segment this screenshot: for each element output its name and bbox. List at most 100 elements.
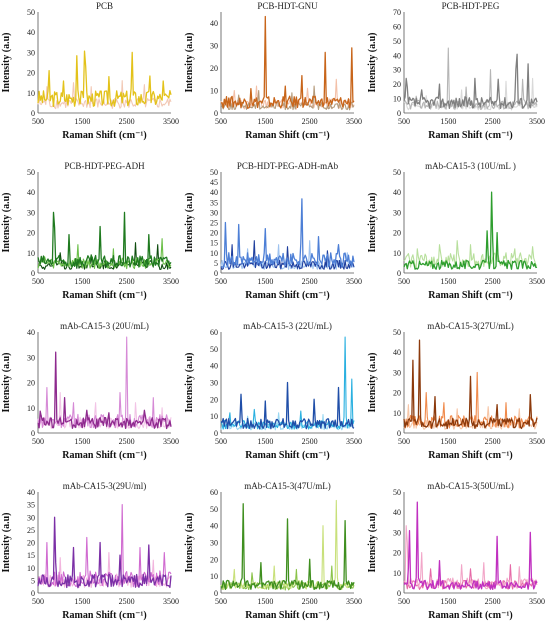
x-tick-label: 1500 (74, 277, 90, 286)
x-tick-label: 2500 (485, 117, 501, 126)
y-tick-label: 10 (393, 249, 401, 258)
series-line (403, 53, 538, 110)
x-tick-label: 500 (215, 437, 227, 446)
x-tick-label: 3500 (346, 597, 362, 606)
y-tick-label: 20 (393, 389, 401, 398)
x-tick-label: 500 (215, 277, 227, 286)
chart-svg: PCB-HDT-PEG 0 10 20 30 40 50 60 70 500 1500 2500 350… (367, 1, 545, 141)
series-line (403, 77, 538, 111)
y-tick-label: 50 (393, 168, 401, 177)
y-tick-label: 10 (210, 87, 218, 96)
y-tick-label: 60 (393, 22, 401, 31)
chart-title: PCB (96, 1, 113, 11)
chart-svg: mAb-CA15-3 (20U/mL) 0 10 20 30 40 500 1500 2500 3… (1, 321, 179, 461)
x-tick-label: 2500 (485, 277, 501, 286)
x-tick-label: 500 (398, 437, 410, 446)
y-tick-label: 10 (27, 404, 35, 413)
y-tick-label: 20 (393, 80, 401, 89)
y-tick-label: 20 (27, 539, 35, 548)
x-axis-label: Raman Shift (cm⁻¹) (245, 130, 329, 141)
y-tick-label: 20 (27, 69, 35, 78)
y-tick-label: 35 (210, 198, 218, 207)
x-tick-label: 3500 (346, 117, 362, 126)
series-line (37, 351, 172, 430)
y-axis-label: Intensity (a.u) (1, 512, 12, 572)
y-tick-label: 30 (393, 208, 401, 217)
y-tick-label: 50 (393, 328, 401, 337)
y-tick-label: 20 (210, 555, 218, 564)
y-tick-label: 30 (210, 379, 218, 388)
x-tick-label: 2500 (119, 277, 135, 286)
series-line (403, 404, 538, 430)
x-tick-label: 2500 (302, 597, 318, 606)
x-tick-label: 2500 (119, 597, 135, 606)
x-tick-label: 1500 (74, 597, 90, 606)
series-line (220, 336, 355, 430)
x-axis-label: Raman Shift (cm⁻¹) (62, 610, 146, 621)
x-tick-label: 3500 (163, 597, 179, 606)
y-tick-label: 20 (210, 229, 218, 238)
y-tick-label: 10 (393, 569, 401, 578)
x-tick-label: 3500 (529, 117, 545, 126)
y-axis-label: Intensity (a.u) (367, 192, 378, 252)
chart-panel: mAb-CA15-3(50U/mL) 0 10 20 30 40 50 500 1500 2500… (366, 480, 549, 638)
x-axis-label: Raman Shift (cm⁻¹) (428, 130, 512, 141)
y-tick-label: 10 (27, 249, 35, 258)
x-axis-label: Raman Shift (cm⁻¹) (62, 290, 146, 301)
series-line (403, 339, 538, 430)
chart-panel: mAb-CA15-3 (22U/mL) 0 10 20 30 40 50 60 500 1500 2… (183, 320, 366, 478)
series-line (37, 211, 172, 269)
chart-svg: mAb-CA15-3(27U/mL) 0 10 20 30 40 50 500 1500 2500… (367, 321, 545, 461)
y-axis-label: Intensity (a.u) (184, 512, 195, 572)
y-tick-label: 50 (393, 488, 401, 497)
x-tick-label: 2500 (119, 117, 135, 126)
y-tick-label: 0 (214, 589, 218, 598)
series-line (37, 50, 172, 108)
chart-title: mAb-CA15-3(47U/mL) (244, 481, 331, 491)
y-tick-label: 40 (210, 522, 218, 531)
y-tick-label: 60 (210, 488, 218, 497)
chart-title: mAb-CA15-3(50U/mL) (427, 481, 514, 491)
y-tick-label: 30 (393, 528, 401, 537)
y-tick-label: 0 (214, 429, 218, 438)
series-line (403, 240, 538, 268)
y-tick-label: 40 (210, 362, 218, 371)
x-tick-label: 1500 (74, 117, 90, 126)
x-tick-label: 1500 (257, 597, 273, 606)
series-line (403, 501, 538, 591)
y-tick-label: 40 (27, 188, 35, 197)
y-tick-label: 20 (393, 549, 401, 558)
y-tick-label: 10 (210, 412, 218, 421)
y-tick-label: 40 (393, 508, 401, 517)
series-line (220, 240, 355, 270)
series-line (403, 191, 538, 270)
y-tick-label: 30 (210, 208, 218, 217)
y-tick-label: 0 (397, 589, 401, 598)
x-tick-label: 1500 (257, 277, 273, 286)
chart-svg: mAb-CA15-3 (22U/mL) 0 10 20 30 40 50 60 500 1500 2… (184, 321, 362, 461)
x-tick-label: 500 (215, 597, 227, 606)
x-tick-label: 1500 (440, 597, 456, 606)
y-tick-label: 20 (393, 229, 401, 238)
y-tick-label: 50 (393, 37, 401, 46)
x-tick-label: 2500 (485, 597, 501, 606)
y-tick-label: 35 (27, 501, 35, 510)
y-axis-label: Intensity (a.u) (184, 32, 195, 92)
chart-panel: PCB-HDT-PEG-ADH 0 10 20 30 40 50 500 1500 2500 350… (0, 160, 183, 318)
x-tick-label: 3500 (163, 437, 179, 446)
y-axis-label: Intensity (a.u) (184, 352, 195, 412)
y-tick-label: 30 (27, 48, 35, 57)
series-line (403, 371, 538, 429)
x-axis-label: Raman Shift (cm⁻¹) (245, 610, 329, 621)
series-line (37, 242, 172, 270)
chart-panel: mAb-CA15-3(29U/ml) 0 5 10 15 20 25 30 35 40 500 150… (0, 480, 183, 638)
x-tick-label: 1500 (257, 117, 273, 126)
y-tick-label: 0 (214, 269, 218, 278)
x-tick-label: 1500 (257, 437, 273, 446)
x-tick-label: 1500 (440, 437, 456, 446)
chart-panel: PCB-HDT-PEG-ADH-mAb 0 5 10 15 20 25 30 35 40 45 50 5… (183, 160, 366, 318)
y-tick-label: 10 (393, 409, 401, 418)
y-tick-label: 40 (393, 51, 401, 60)
x-tick-label: 3500 (529, 437, 545, 446)
